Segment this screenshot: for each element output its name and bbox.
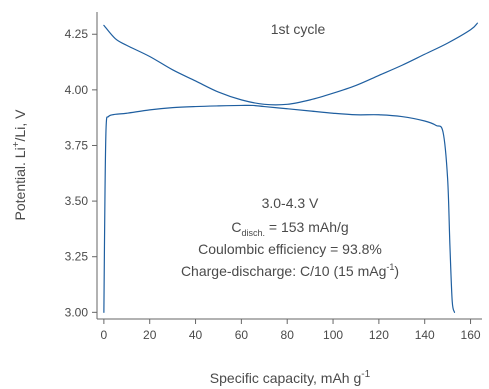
- x-axis-title-superscript: -1: [361, 369, 370, 380]
- y-tick-label: 3.75: [65, 138, 89, 152]
- annotation-capacity-value: = 153 mAh/g: [265, 219, 349, 235]
- y-axis-title-suffix: /Li, V: [12, 109, 28, 142]
- annotation-capacity-subscript: disch.: [241, 228, 265, 238]
- annotation-charge-rate: Charge-discharge: C/10 (15 mAg-1): [181, 262, 399, 279]
- x-axis-title-text: Specific capacity, mAh g: [210, 370, 361, 386]
- annotation-rate-close: ): [394, 263, 399, 279]
- x-tick-label: 0: [101, 328, 108, 342]
- annotation-rate-superscript: -1: [386, 262, 394, 272]
- y-tick-label: 3.50: [65, 194, 89, 208]
- y-axis-ticks: 3.00 3.25 3.50 3.75 4.00 4.25: [65, 27, 97, 319]
- x-tick-label: 100: [323, 328, 343, 342]
- charge-curve: [103, 22, 479, 106]
- annotation-voltage-range: 3.0-4.3 V: [262, 195, 319, 211]
- series-lines: [103, 22, 479, 313]
- x-tick-label: 20: [143, 328, 157, 342]
- y-axis-title: Potential. Li+/Li, V: [11, 109, 28, 221]
- annotation-rate-text: Charge-discharge: C/10 (15 mAg: [181, 263, 386, 279]
- x-tick-label: 40: [189, 328, 203, 342]
- x-axis-ticks: 0 20 40 60 80 100 120 140 160: [101, 319, 481, 342]
- x-tick-label: 140: [415, 328, 435, 342]
- annotation-coulombic-efficiency: Coulombic efficiency = 93.8%: [198, 241, 382, 257]
- y-tick-label: 3.00: [65, 305, 89, 319]
- discharge-curve: [103, 104, 456, 313]
- y-axis-title-text: Potential. Li: [12, 147, 28, 220]
- x-tick-label: 60: [235, 328, 249, 342]
- x-tick-label: 120: [369, 328, 389, 342]
- x-axis-title: Specific capacity, mAh g-1: [210, 369, 371, 386]
- y-axis-title-superscript: +: [11, 141, 22, 147]
- y-tick-label: 4.00: [65, 83, 89, 97]
- x-tick-label: 160: [461, 328, 481, 342]
- y-tick-label: 3.25: [65, 250, 89, 264]
- x-tick-label: 80: [281, 328, 295, 342]
- y-tick-label: 4.25: [65, 27, 89, 41]
- annotation-discharge-capacity: Cdisch. = 153 mAh/g: [231, 219, 348, 238]
- axes: [96, 12, 482, 320]
- chart-title: 1st cycle: [271, 21, 326, 37]
- annotation-capacity-symbol: C: [231, 219, 241, 235]
